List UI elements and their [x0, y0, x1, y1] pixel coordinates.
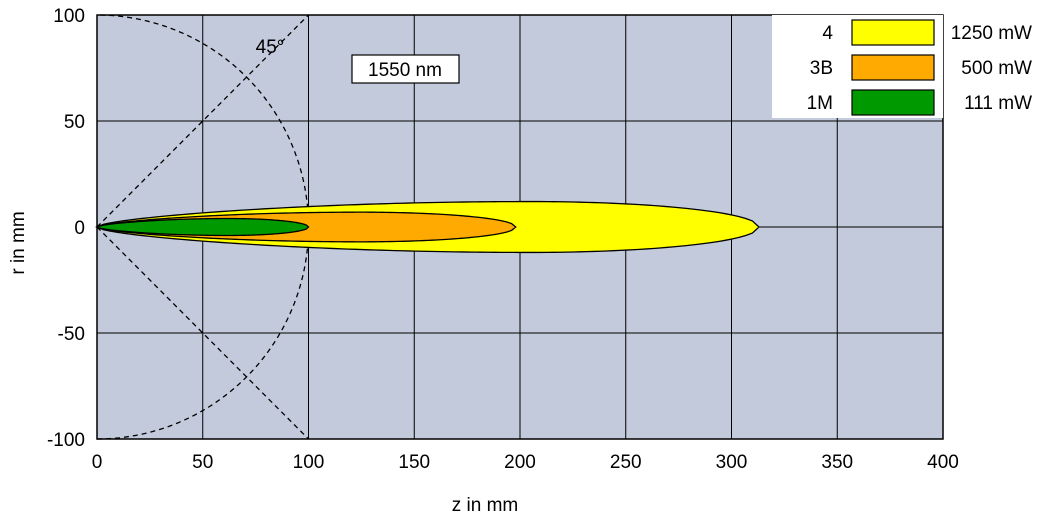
legend-4-swatch [851, 19, 935, 46]
legend-3b-class-label: 3B [810, 58, 833, 79]
y-axis-label: r in mm [8, 211, 29, 274]
y-tick-label-4: -100 [47, 430, 85, 451]
legend-3b-power-label: 500 mW [961, 58, 1032, 79]
tick-labels: 0 50 100 150 200 250 300 350 400 100 50 0 -50 -100 [47, 6, 959, 473]
y-tick-label-0: 100 [53, 6, 85, 27]
x-tick-label-1: 50 [192, 452, 213, 473]
legend: 4 1250 mW 3B 500 mW 1M 111 mW [772, 15, 1032, 118]
legend-4-class-label: 4 [822, 23, 833, 44]
x-tick-label-7: 350 [821, 452, 853, 473]
y-tick-label-3: -50 [58, 324, 85, 345]
reference-diagonal-upper [96, 14, 309, 228]
series-group [95, 200, 760, 254]
x-tick-label-4: 200 [504, 452, 536, 473]
x-tick-label-0: 0 [92, 452, 103, 473]
series-class-1m [95, 217, 310, 237]
wavelength-label: 1550 nm [368, 60, 442, 81]
x-tick-label-8: 400 [927, 452, 959, 473]
reference-lines [96, 14, 310, 440]
legend-1m-class-label: 1M [807, 93, 833, 114]
legend-4-power-label: 1250 mW [951, 23, 1032, 44]
x-tick-label-2: 100 [293, 452, 325, 473]
reference-semicircle [96, 14, 310, 440]
angle-label: 45° [256, 37, 285, 58]
legend-1m-swatch [851, 89, 935, 116]
wavelength-box [351, 54, 460, 84]
x-tick-label-5: 250 [610, 452, 642, 473]
plot-frame [96, 14, 944, 440]
reference-diagonal-lower [96, 226, 309, 440]
x-tick-label-3: 150 [398, 452, 430, 473]
x-tick-label-6: 300 [716, 452, 748, 473]
y-tick-label-1: 50 [64, 112, 85, 133]
legend-1m-power-label: 111 mW [964, 93, 1032, 114]
y-tick-label-2: 0 [74, 218, 85, 239]
legend-3b-swatch [851, 54, 935, 81]
x-axis-label: z in mm [452, 495, 519, 516]
